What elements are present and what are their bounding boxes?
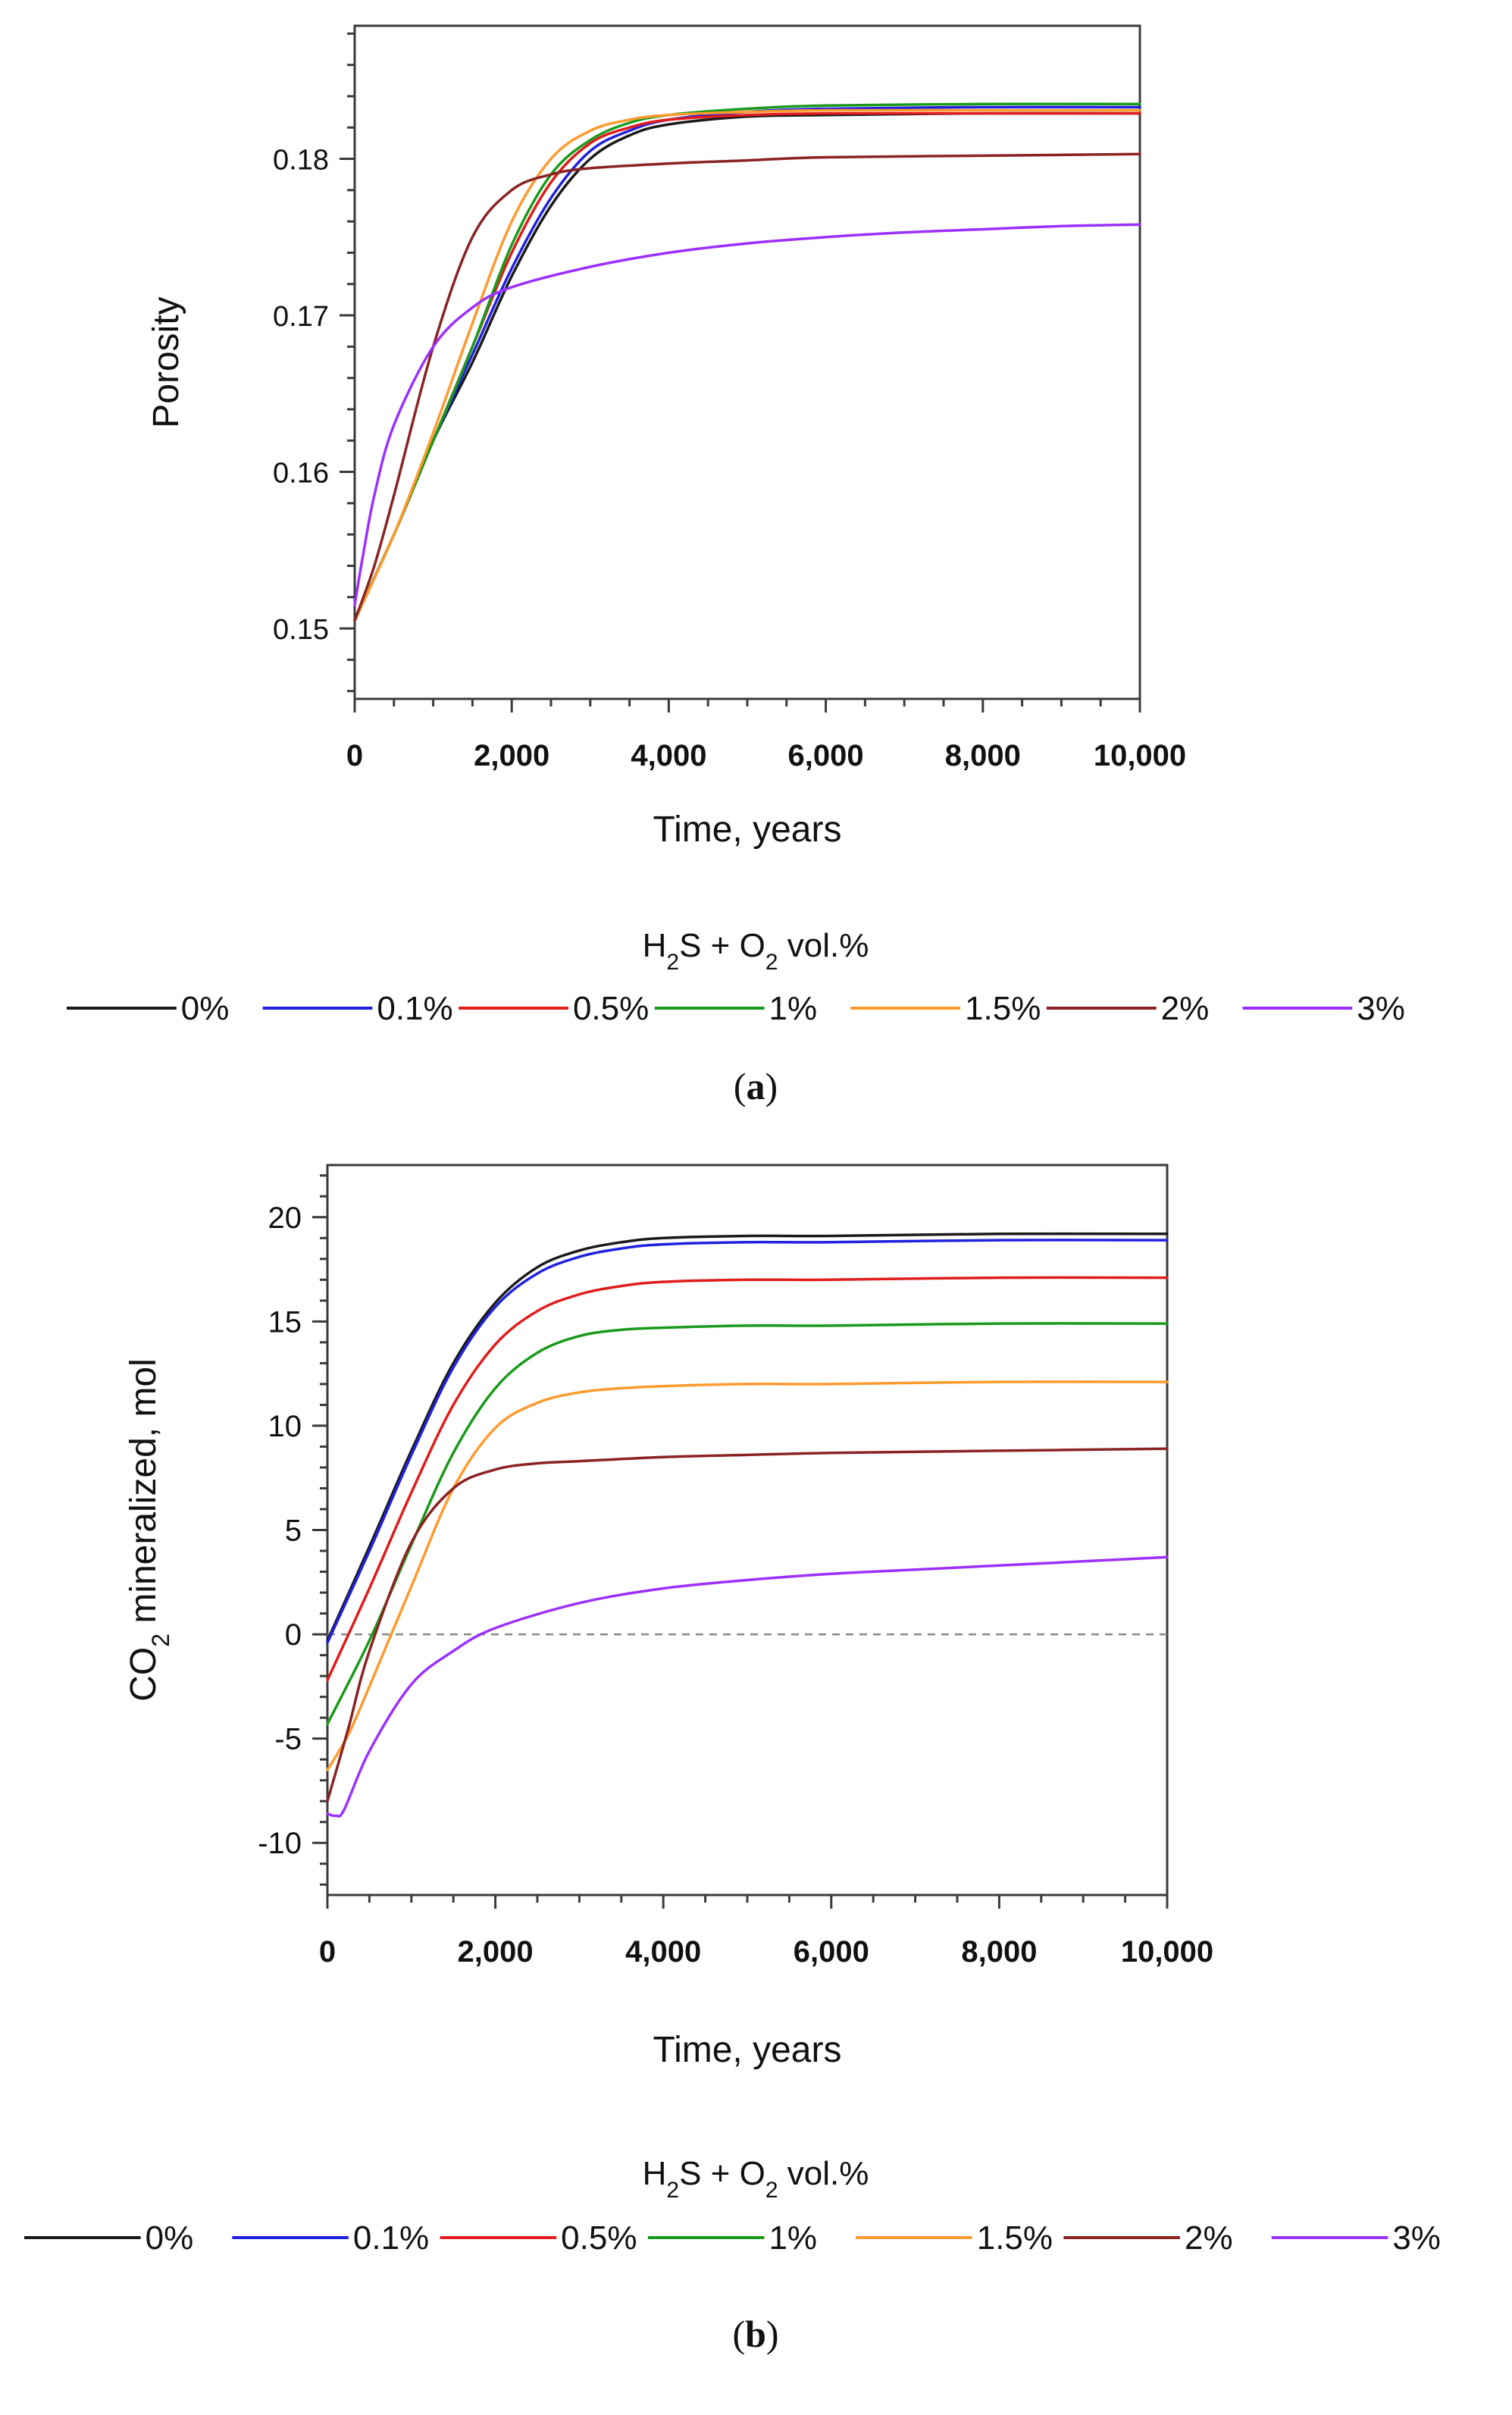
y-tick-label-a: 0.18 [273, 145, 329, 177]
legend-label-a: 1% [769, 990, 818, 1027]
y-tick-label-b: -5 [274, 1723, 302, 1756]
x-tick-label-a: 0 [346, 739, 363, 772]
legend-label-a: 0.5% [573, 990, 649, 1027]
panel-b: 0 2,000 4,000 6,000 8,000 10,000 -10 -5 0 5 10 15 20… [24, 1164, 1441, 2355]
x-axis-label-b: Time, years [653, 2030, 842, 2070]
series-line-b-1.5% [326, 1380, 1169, 1771]
series-line-b-3% [326, 1555, 1169, 1818]
legend-label-b: 3% [1392, 2219, 1441, 2257]
series-line-a-2% [353, 152, 1141, 622]
y-tick-label-b: 20 [268, 1201, 302, 1235]
y-axis-label-b: CO2 mineralized, mol [124, 1358, 174, 1702]
legend-label-b: 2% [1185, 2219, 1233, 2257]
x-tick-label-a: 4,000 [631, 739, 706, 772]
x-tick-label-a: 8,000 [945, 739, 1021, 772]
legend-label-b: 0.1% [353, 2219, 429, 2257]
x-tick-label-a: 10,000 [1094, 739, 1186, 772]
panel-caption-a: (a) [734, 1065, 778, 1107]
x-tick-label-b: 8,000 [961, 1935, 1037, 1969]
x-tick-label-b: 10,000 [1121, 1935, 1213, 1969]
legend-label-b: 1% [769, 2219, 817, 2257]
x-tick-label-b: 0 [319, 1935, 336, 1969]
x-tick-label-b: 2,000 [458, 1935, 534, 1969]
x-tick-label-b: 6,000 [794, 1935, 869, 1969]
legend-label-a: 2% [1161, 990, 1210, 1027]
plot-frame-b [326, 1164, 1169, 1897]
legend-label-a: 3% [1357, 990, 1405, 1027]
series-line-b-2% [326, 1447, 1169, 1803]
y-tick-label-b: 0 [285, 1618, 302, 1652]
y-axis-label-a: Porosity [146, 296, 186, 428]
y-tick-label-a: 0.17 [273, 301, 329, 333]
series-line-a-0.5% [353, 111, 1141, 622]
x-tick-label-a: 2,000 [474, 739, 549, 772]
x-axis-label-a: Time, years [653, 810, 842, 850]
series-line-a-0% [353, 111, 1141, 622]
y-tick-label-b: 10 [268, 1410, 302, 1443]
x-tick-label-b: 4,000 [625, 1935, 701, 1969]
panel-a: 0 2,000 4,000 6,000 8,000 10,000 0.15 0.16 0.17 0… [67, 24, 1405, 1107]
y-tick-label-a: 0.16 [273, 458, 329, 490]
legend-title-a: H2S + O2 vol.% [643, 927, 869, 975]
y-tick-label-b: 5 [285, 1514, 302, 1548]
legend-label-b: 0% [146, 2219, 194, 2257]
panel-caption-b: (b) [732, 2313, 778, 2355]
y-tick-label-b: -10 [258, 1827, 302, 1860]
series-line-b-0.5% [326, 1276, 1169, 1682]
legend-title-b: H2S + O2 vol.% [643, 2155, 869, 2203]
series-line-a-3% [353, 223, 1141, 606]
legend-label-a: 1.5% [965, 990, 1041, 1027]
x-tick-label-a: 6,000 [788, 739, 864, 772]
legend-label-a: 0% [181, 990, 230, 1027]
series-line-b-0.1% [326, 1239, 1169, 1644]
y-tick-label-a: 0.15 [273, 614, 329, 646]
series-line-b-0% [326, 1232, 1169, 1643]
legend-label-b: 1.5% [977, 2219, 1053, 2257]
legend-label-a: 0.1% [377, 990, 452, 1027]
y-tick-label-b: 15 [268, 1305, 302, 1339]
legend-label-b: 0.5% [561, 2219, 637, 2257]
series-line-a-1.5% [353, 108, 1141, 622]
series-line-a-1% [353, 102, 1141, 622]
